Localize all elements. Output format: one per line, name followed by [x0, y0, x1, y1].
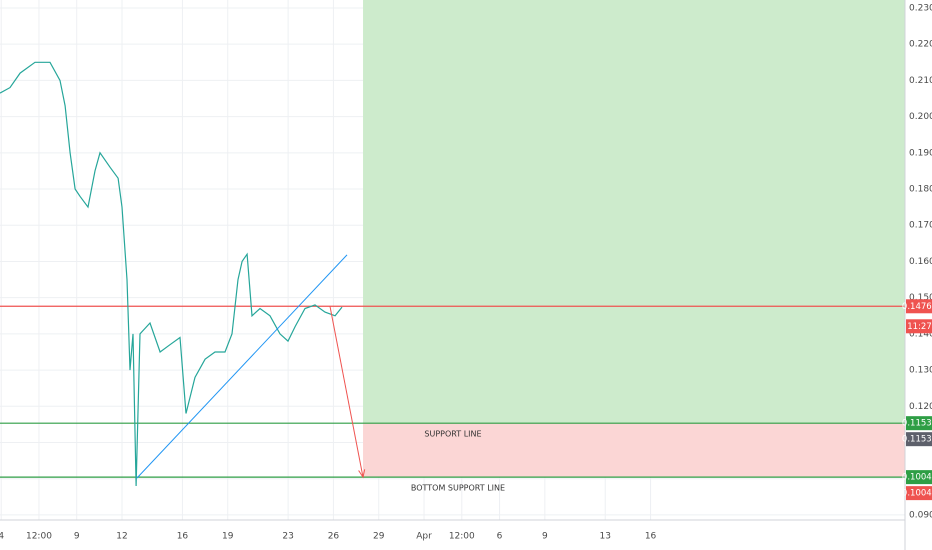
- price-badge: [906, 432, 932, 447]
- price-badge-label: 0.14762: [902, 302, 932, 312]
- price-badge: [906, 486, 932, 501]
- x-tick-label: 12:00: [449, 532, 475, 542]
- x-tick-label: 23: [282, 532, 293, 542]
- zone: [363, 0, 905, 424]
- y-tick-label: 0.18000: [909, 185, 932, 195]
- price-badge-label: 0.10044: [902, 489, 932, 499]
- y-tick-label: 0.22000: [909, 40, 932, 50]
- line-annotation: BOTTOM SUPPORT LINE: [411, 484, 505, 493]
- x-tick-label: 9: [74, 532, 80, 542]
- y-tick-label: 0.09000: [909, 510, 932, 520]
- price-badge-label: 0.10044: [902, 473, 932, 483]
- x-tick-label: 26: [328, 532, 340, 542]
- price-line: [0, 61, 343, 487]
- x-tick-label: 12: [116, 532, 127, 542]
- x-tick-label: 12:00: [26, 532, 52, 542]
- price-badge: [906, 299, 932, 314]
- y-tick-label: 0.15000: [909, 293, 932, 303]
- y-tick-label: 0.16000: [909, 257, 932, 267]
- y-tick-label: 0.19000: [909, 148, 932, 158]
- y-tick-label: 0.12000: [909, 402, 932, 412]
- x-tick-label: 16: [177, 532, 189, 542]
- price-badge: [906, 470, 932, 485]
- arrow-head: [358, 469, 366, 479]
- y-tick-label: 0.13000: [909, 366, 932, 376]
- x-tick-label: 29: [373, 532, 385, 542]
- y-tick-label: 0.14000: [909, 329, 932, 339]
- y-tick-label: 0.23000: [909, 3, 932, 13]
- x-tick-label: 9: [542, 532, 548, 542]
- line-annotation: SUPPORT LINE: [424, 430, 481, 439]
- arrow-line: [329, 306, 364, 478]
- price-badge: [906, 319, 932, 334]
- plot: [0, 0, 905, 487]
- y-tick-label: 0.17000: [909, 221, 932, 231]
- zone: [363, 423, 905, 478]
- x-tick-label: 16: [645, 532, 657, 542]
- x-tick-label: 4: [0, 532, 4, 542]
- price-badge-label: 0.11534: [902, 435, 932, 445]
- price-badge: [906, 416, 932, 431]
- price-badge-label: 11:27: [907, 322, 932, 332]
- x-tick-label: 13: [600, 532, 611, 542]
- x-tick-label: 19: [222, 532, 234, 542]
- y-tick-label: 0.20000: [909, 112, 932, 122]
- y-tick-label: 0.21000: [909, 76, 932, 86]
- trend-line: [136, 254, 348, 479]
- price-badge-label: 0.11534: [902, 419, 932, 429]
- x-tick-label: 6: [497, 532, 503, 542]
- x-tick-label: Apr: [416, 532, 432, 542]
